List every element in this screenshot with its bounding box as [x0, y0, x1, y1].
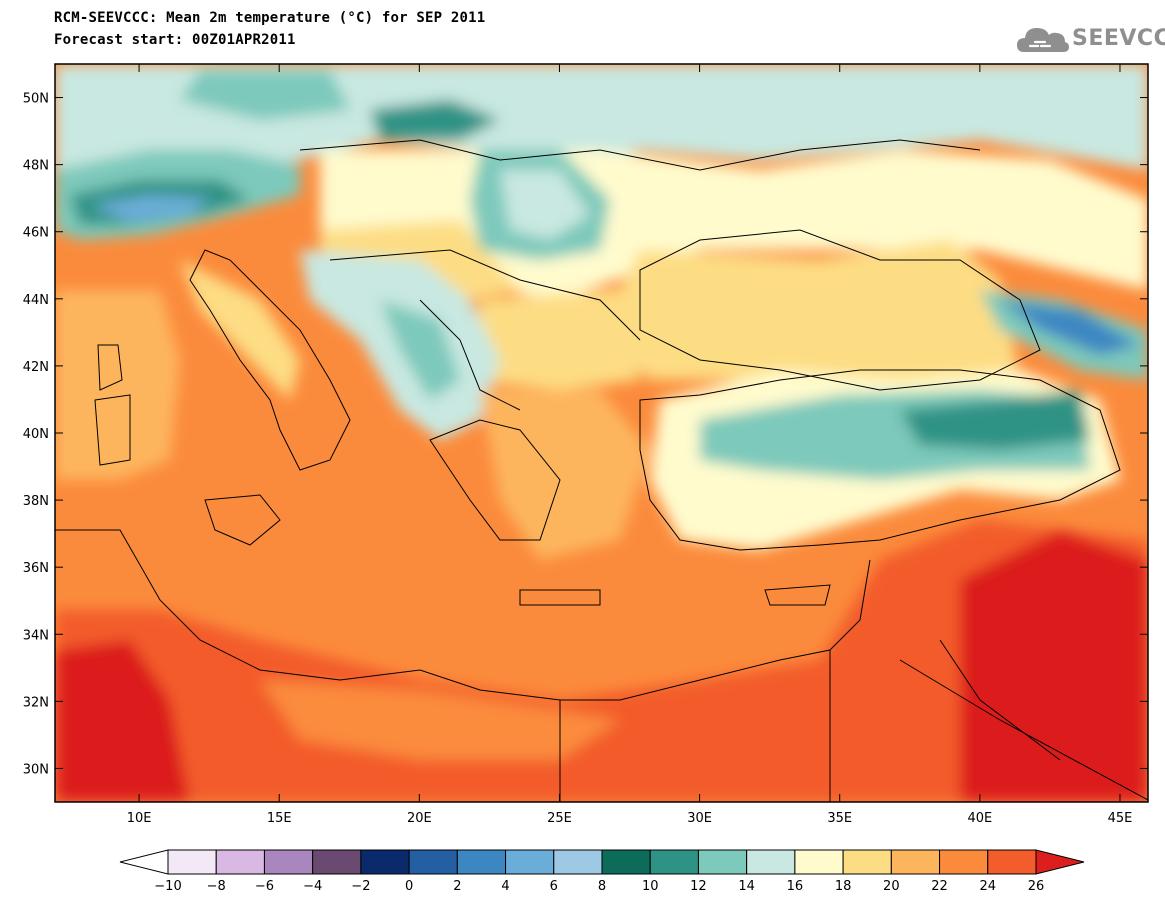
latitude-axis: 50N 48N 46N 44N 42N 40N 38N 36N 34N 32N 30N — [23, 92, 1148, 777]
x-tick-label: 15E — [267, 811, 292, 826]
x-tick-label: 25E — [547, 811, 572, 826]
x-tick-label: 35E — [827, 811, 852, 826]
colorbar-label: 20 — [883, 879, 900, 894]
colorbar-cell — [505, 849, 555, 875]
colorbar-cell — [842, 849, 892, 875]
colorbar-label: 22 — [931, 879, 948, 894]
colorbar-cell — [697, 849, 748, 875]
colorbar-label: 18 — [835, 879, 852, 894]
colorbar-cell — [167, 849, 217, 875]
colorbar-label: 10 — [642, 879, 659, 894]
colorbar-label: 2 — [453, 879, 461, 894]
colorbar-label: 4 — [501, 879, 509, 894]
temperature-map: 50N 48N 46N 44N 42N 40N 38N 36N 34N 32N 30N 10E 15E… — [23, 63, 1149, 826]
colorbar-label: −4 — [303, 879, 322, 894]
colorbar-cell — [360, 849, 410, 875]
x-tick-label: 40E — [967, 811, 992, 826]
colorbar-cell — [987, 849, 1037, 875]
x-tick-label: 20E — [407, 811, 432, 826]
temperature-field — [55, 64, 1148, 802]
colorbar-label: −2 — [351, 879, 370, 894]
colorbar-label: 16 — [787, 879, 804, 894]
y-tick-label: 40N — [23, 427, 49, 442]
coastlines — [55, 139, 1148, 802]
forecast-start-subtitle: Forecast start: 00Z01APR2011 — [54, 32, 296, 48]
colorbar-label: −8 — [207, 879, 226, 894]
y-tick-label: 38N — [23, 494, 49, 509]
colorbar-cell — [794, 849, 844, 875]
colorbar-cell — [408, 849, 458, 875]
colorbar-cell — [456, 849, 507, 875]
map-title: RCM-SEEVCCC: Mean 2m temperature (°C) fo… — [54, 10, 486, 26]
y-tick-label: 46N — [23, 226, 49, 241]
cloud-icon — [1017, 28, 1069, 52]
colorbar-label: −10 — [154, 879, 181, 894]
colorbar-cell — [649, 849, 699, 875]
colorbar-cell — [939, 849, 989, 875]
colorbar-cell — [215, 849, 265, 875]
colorbar-cell — [746, 849, 796, 875]
y-tick-label: 34N — [23, 628, 49, 643]
colorbar-cell — [263, 849, 314, 875]
colorbar-label: 12 — [690, 879, 707, 894]
longitude-axis: 10E 15E 20E 25E 30E 35E 40E 45E — [127, 64, 1133, 826]
y-tick-label: 32N — [23, 695, 49, 710]
colorbar-cell — [890, 849, 941, 875]
colorbar-over-arrow — [1035, 849, 1085, 875]
colorbar-label: 6 — [550, 879, 558, 894]
y-tick-label: 42N — [23, 360, 49, 375]
colorbar-under-arrow — [119, 849, 169, 875]
colorbar-label: 24 — [980, 879, 997, 894]
colorbar-label: 8 — [598, 879, 606, 894]
y-tick-label: 30N — [23, 762, 49, 777]
logo-text: SEEVCCC — [1072, 26, 1165, 51]
seevccc-logo: SEEVCCC — [1016, 22, 1165, 56]
y-tick-label: 48N — [23, 159, 49, 174]
colorbar-label: 14 — [738, 879, 755, 894]
x-tick-label: 45E — [1108, 811, 1133, 826]
x-tick-label: 30E — [687, 811, 712, 826]
colorbar-cell — [312, 849, 362, 875]
x-tick-label: 10E — [127, 811, 152, 826]
colorbar-cell — [601, 849, 651, 875]
y-tick-label: 50N — [23, 92, 49, 107]
y-tick-label: 44N — [23, 293, 49, 308]
colorbar-label: −6 — [255, 879, 274, 894]
colorbar-cell — [553, 849, 603, 875]
colorbar-label: 0 — [405, 879, 413, 894]
y-tick-label: 36N — [23, 561, 49, 576]
colorbar-label: 26 — [1028, 879, 1045, 894]
